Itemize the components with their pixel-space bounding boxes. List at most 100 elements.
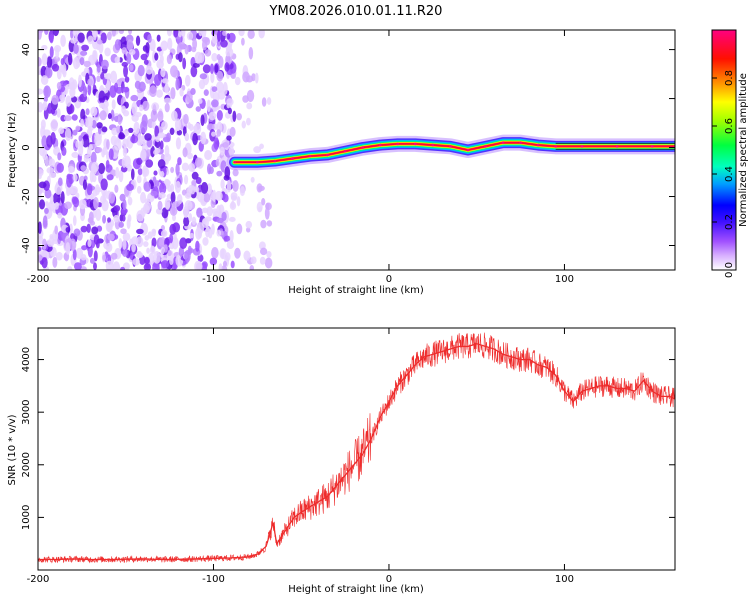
- snr-axes: -200 -100 0 100 1000 2000 3000 4000: [21, 328, 675, 585]
- noise-speck: [60, 57, 65, 66]
- colorbar-label: Normalized spectral amplitude: [738, 73, 749, 227]
- noise-speck: [38, 56, 42, 67]
- noise-speck: [175, 78, 180, 91]
- noise-speck: [57, 152, 62, 161]
- noise-speck: [127, 196, 133, 206]
- noise-speck: [160, 153, 166, 161]
- noise-speck: [52, 256, 58, 268]
- noise-speck: [200, 182, 209, 194]
- noise-speck: [144, 256, 150, 265]
- snr-xlabel: Height of straight line (km): [288, 584, 424, 595]
- noise-speck: [177, 42, 186, 50]
- noise-speck: [157, 159, 166, 169]
- noise-speck: [124, 76, 130, 83]
- noise-speck: [118, 131, 125, 140]
- noise-speck: [117, 113, 123, 125]
- colorbar-gradient: [711, 29, 737, 271]
- noise-speck: [105, 159, 110, 169]
- noise-speck: [86, 146, 92, 158]
- noise-speck: [174, 181, 182, 193]
- noise-speck: [123, 64, 128, 78]
- noise-speck: [81, 245, 88, 251]
- noise-speck: [158, 192, 166, 199]
- noise-speck: [111, 99, 116, 110]
- noise-speck: [195, 157, 202, 168]
- noise-speck: [104, 47, 111, 57]
- x-tick-label: 0: [386, 274, 392, 285]
- noise-speck: [159, 140, 164, 150]
- noise-speck: [87, 217, 94, 224]
- noise-speck: [145, 41, 150, 54]
- noise-speck: [136, 175, 142, 184]
- colorbar: 0.0 0.2 0.4 0.6 0.8 Normalized spectral ampl…: [711, 29, 749, 278]
- noise-speck: [43, 85, 51, 98]
- noise-speck: [110, 109, 115, 122]
- noise-speck: [86, 223, 91, 233]
- noise-speck: [156, 34, 161, 42]
- noise-speck: [47, 241, 54, 247]
- noise-speck: [72, 30, 77, 36]
- noise-speck: [41, 257, 48, 269]
- noise-speck: [54, 225, 59, 235]
- noise-speck: [211, 52, 218, 62]
- noise-speck: [136, 210, 145, 222]
- ridge-point: [615, 145, 619, 148]
- noise-speck: [101, 199, 109, 212]
- spectrogram-ylabel: Frequency (Hz): [7, 112, 18, 188]
- noise-speck: [201, 217, 209, 229]
- noise-speck: [91, 164, 97, 175]
- snr-panel: -200 -100 0 100 1000 2000 3000 4000 Height of s…: [7, 327, 676, 595]
- noise-speck: [87, 35, 94, 45]
- noise-speck: [195, 58, 201, 64]
- noise-speck: [219, 146, 225, 156]
- noise-field: [38, 30, 273, 270]
- noise-speck: [122, 146, 127, 158]
- noise-speck: [216, 170, 223, 177]
- noise-speck: [218, 263, 223, 270]
- noise-speck: [128, 30, 133, 35]
- y-tick-label: -40: [21, 237, 32, 253]
- noise-speck: [121, 208, 128, 214]
- noise-speck: [189, 232, 194, 239]
- snr-series-line: [38, 343, 675, 561]
- noise-speck: [78, 143, 84, 157]
- noise-speck: [220, 39, 228, 48]
- noise-speck: [224, 62, 230, 72]
- noise-speck: [202, 64, 211, 74]
- noise-speck: [42, 238, 47, 250]
- noise-speck: [264, 257, 273, 269]
- noise-speck: [191, 171, 199, 180]
- noise-speck: [69, 166, 76, 173]
- noise-speck: [238, 30, 245, 37]
- noise-speck: [126, 52, 132, 65]
- noise-speck: [145, 159, 154, 168]
- noise-speck: [154, 52, 159, 61]
- noise-speck: [226, 135, 232, 141]
- noise-speck: [202, 237, 209, 246]
- noise-speck: [199, 73, 208, 80]
- noise-speck: [232, 110, 237, 122]
- noise-speck: [122, 199, 127, 211]
- noise-speck: [136, 185, 142, 194]
- noise-speck: [113, 205, 121, 212]
- noise-speck: [203, 192, 211, 203]
- noise-speck: [229, 201, 237, 211]
- noise-speck: [249, 265, 255, 270]
- noise-speck: [170, 87, 176, 100]
- noise-speck: [214, 190, 223, 201]
- noise-speck: [49, 46, 54, 59]
- noise-speck: [93, 262, 97, 270]
- noise-speck: [67, 52, 73, 66]
- noise-speck: [157, 132, 166, 139]
- noise-speck: [179, 237, 188, 249]
- noise-speck: [209, 257, 218, 266]
- noise-speck: [58, 64, 65, 73]
- noise-speck: [208, 228, 213, 239]
- noise-speck: [215, 158, 220, 167]
- noise-speck: [77, 32, 85, 43]
- ridge-point: [650, 145, 654, 148]
- noise-speck: [216, 110, 223, 121]
- ridge-point: [273, 159, 277, 163]
